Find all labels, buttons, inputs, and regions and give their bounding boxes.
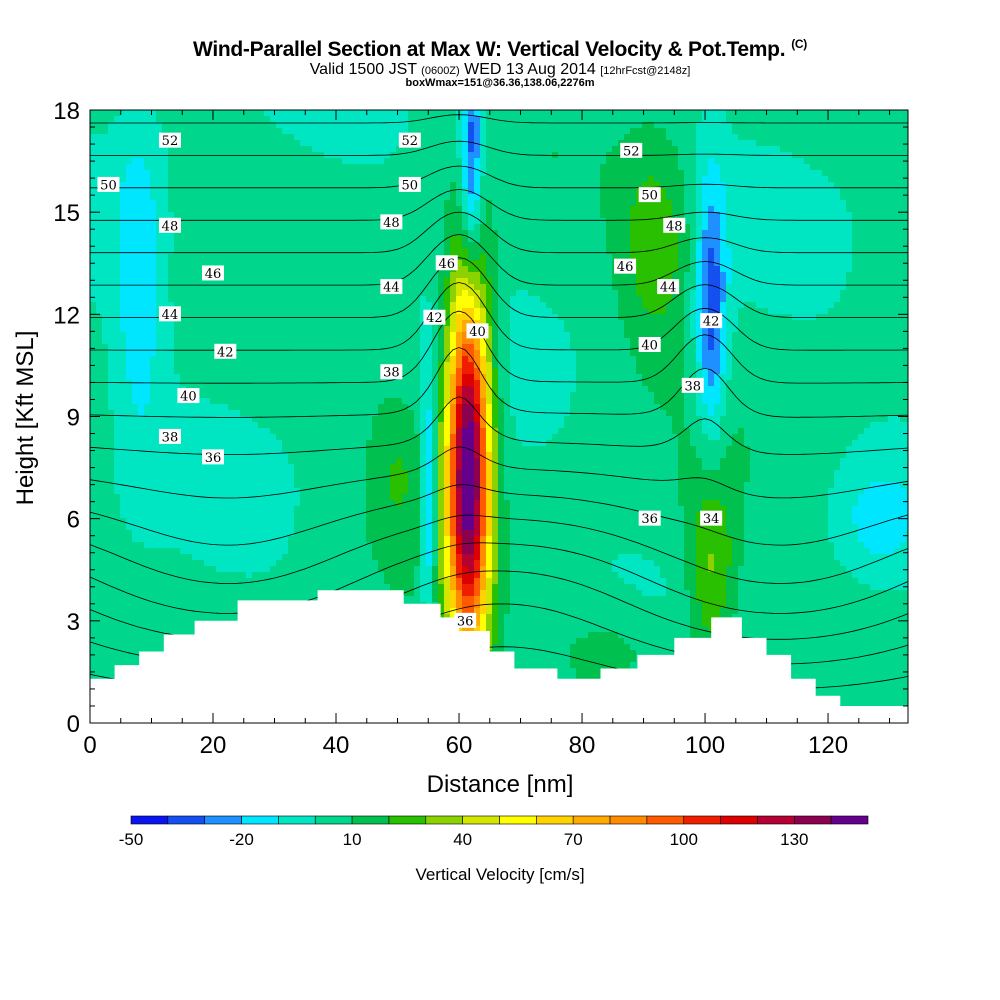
colorbar-swatch [241,815,279,825]
contour-label: 38 [681,377,704,394]
colorbar-tick-label: -20 [229,830,254,849]
y-tick-label: 0 [67,711,80,738]
x-tick-label: 80 [569,732,596,759]
contour-label: 40 [177,388,200,405]
colorbar-tick-label: -50 [119,830,144,849]
colorbar-tick-label: 130 [780,830,808,849]
x-tick-label: 20 [200,732,227,759]
y-tick-label: 6 [67,507,80,534]
theta-contour-line [90,114,908,124]
y-tick-label: 9 [67,405,80,432]
contour-label: 36 [454,612,477,629]
contour-label: 48 [380,214,403,231]
colorbar-swatch [130,815,169,825]
x-tick-label: 100 [685,732,725,759]
contour-label: 52 [398,132,421,149]
terrain [90,590,908,723]
theta-contour-line [90,257,908,318]
theta-contour-line [89,396,909,455]
theta-contour-line [89,347,909,418]
x-axis-label: Distance [nm] [427,771,574,798]
theta-contours [89,114,909,716]
colorbar-swatch [793,815,832,825]
colorbar-swatch [388,815,427,825]
x-tick-label: 40 [323,732,350,759]
contour-label: 44 [657,279,680,296]
colorbar-swatch [499,815,537,825]
colorbar-tick-label: 40 [453,830,472,849]
theta-contour-line [90,211,908,254]
contour-label: 52 [158,132,181,149]
y-tick-label: 3 [67,609,80,636]
x-tick-label: 0 [83,732,96,759]
y-tick-label: 15 [53,200,80,227]
theta-contour-line [89,542,909,614]
contour-label: 38 [158,428,181,445]
contour-label: 44 [158,306,181,323]
contour-label: 50 [398,176,421,193]
colorbar: -50 -20 10 40 70 100 130 [119,815,869,849]
contour-label: 50 [97,176,120,193]
contour-label: 50 [638,187,661,204]
y-tick-label: 18 [53,98,80,125]
theta-contour-line [89,484,909,546]
contour-label: 48 [158,217,181,234]
colorbar-swatch [683,815,721,825]
x-tick-label: 60 [446,732,473,759]
colorbar-swatch [278,815,316,825]
colorbar-swatch [646,815,685,825]
colorbar-swatch [609,815,648,825]
colorbar-label: Vertical Velocity [cm/s] [415,865,584,884]
contour-label: 36 [638,510,661,527]
contour-label: 46 [202,265,225,282]
chart-subtitle: Valid 1500 JST (0600Z) WED 13 Aug 2014 [… [309,61,691,78]
contour-label: 40 [638,336,661,353]
contour-label: 42 [423,309,446,326]
theta-contour-line [89,514,909,584]
theta-contour-line [90,189,908,221]
x-tick-label: 120 [808,732,848,759]
contour-label: 48 [663,217,686,234]
colorbar-swatch [425,815,463,825]
colorbar-swatch [314,815,353,825]
colorbar-tick-label: 100 [670,830,698,849]
contour-label: 38 [380,364,403,381]
chart-title: Wind-Parallel Section at Max W: Vertical… [193,37,807,61]
y-axis-label: Height [Kft MSL] [12,331,39,506]
colorbar-tick-label: 10 [343,830,362,849]
colorbar-swatch [757,815,795,825]
theta-contour-line [89,446,909,499]
y-tick-label: 12 [53,302,80,329]
colorbar-swatch [830,815,869,825]
contour-label: 42 [700,313,723,330]
colorbar-swatch [536,815,574,825]
chart-subtitle-2: boxWmax=151@36.36,138.06,2276m [405,77,595,89]
theta-contour-line [89,310,909,384]
colorbar-tick-label: 70 [564,830,583,849]
contour-label: 46 [435,255,458,272]
theta-contour-line [90,234,908,286]
contour-label: 44 [380,279,403,296]
colorbar-swatch [351,815,390,825]
colorbar-swatch [720,815,758,825]
theta-contour-line [90,140,908,156]
contour-label: 36 [202,449,225,466]
colorbar-swatch [204,815,242,825]
contour-label: 46 [614,258,637,275]
contour-label: 52 [620,142,643,159]
contour-label: 40 [466,323,489,340]
contour-label: 34 [700,510,723,527]
colorbar-swatch [167,815,206,825]
colorbar-swatch [572,815,611,825]
theta-contour-line [90,165,908,189]
contour-label: 42 [214,343,237,360]
colorbar-swatch [462,815,500,825]
